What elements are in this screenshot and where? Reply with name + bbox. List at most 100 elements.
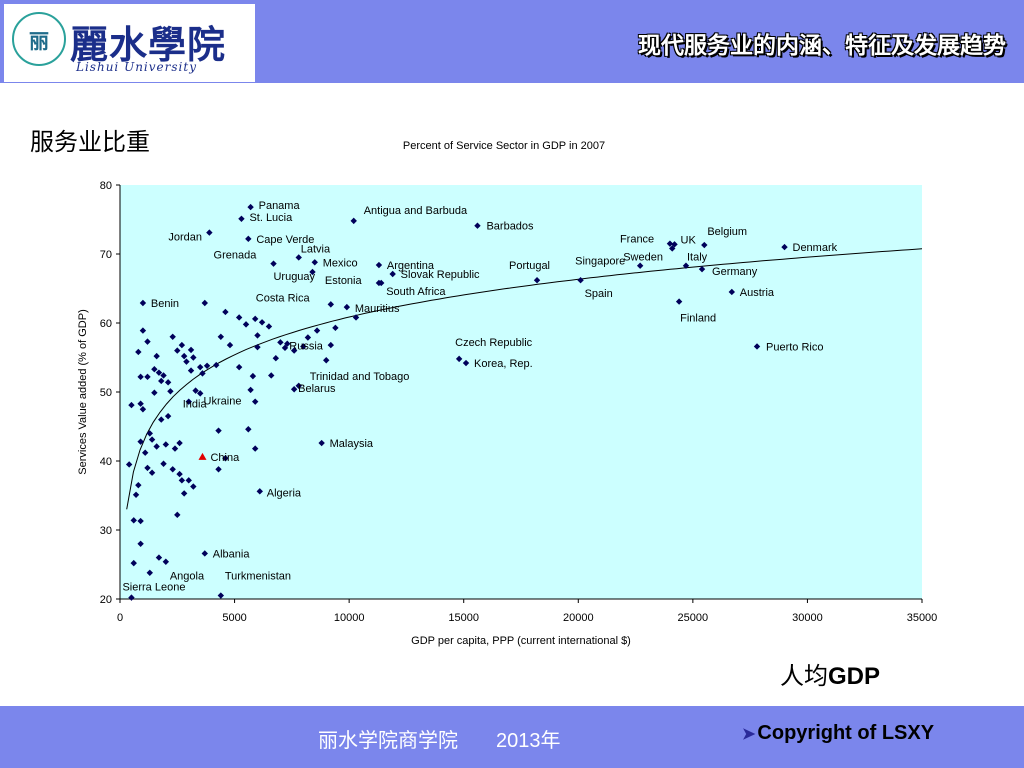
data-point: [215, 466, 222, 473]
x-tick-label: 5000: [222, 612, 246, 624]
data-point: [160, 372, 167, 379]
x-tick-label: 30000: [792, 612, 823, 624]
labeled-point: [327, 301, 335, 308]
data-point: [313, 327, 321, 334]
point-label: Denmark: [793, 242, 838, 254]
data-point: [128, 401, 135, 409]
point-label: Belarus: [298, 383, 336, 395]
data-point: [300, 343, 307, 350]
labeled-point: [669, 245, 676, 252]
point-label: China: [210, 452, 240, 464]
logo-english-name: Lishui University: [76, 60, 197, 74]
scatter-chart: Percent of Service Sector in GDP in 2007…: [77, 140, 938, 647]
data-point: [332, 324, 339, 332]
labeled-point: [270, 260, 277, 267]
labeled-point: [256, 488, 263, 495]
data-point: [139, 406, 147, 413]
data-point: [155, 554, 163, 561]
data-point: [135, 481, 142, 489]
plot-area: [120, 185, 922, 599]
labeled-point: [636, 262, 644, 269]
point-label: Korea, Rep.: [474, 358, 533, 370]
labeled-point: [350, 217, 357, 225]
labeled-point: [671, 241, 678, 248]
university-logo: 丽 麗水學院 Lishui University: [4, 4, 255, 82]
point-label: Mexico: [323, 257, 358, 269]
data-point: [148, 469, 156, 476]
labeled-point: [206, 229, 213, 236]
data-point: [199, 370, 206, 377]
data-point: [254, 332, 261, 339]
data-point: [176, 470, 183, 478]
data-point: [153, 443, 160, 450]
y-tick-label: 40: [100, 456, 112, 468]
labeled-point: [701, 241, 708, 249]
footer-school-name: 丽水学院商学院: [318, 728, 458, 752]
data-point: [144, 373, 151, 381]
data-points: [125, 203, 788, 601]
footer-band: [0, 706, 1024, 768]
point-label: Puerto Rico: [766, 341, 823, 353]
data-point: [167, 388, 174, 395]
y-tick-label: 70: [100, 249, 112, 261]
labeled-point: [185, 398, 192, 405]
labeled-point: [577, 277, 584, 284]
data-point: [125, 461, 133, 468]
data-point: [180, 490, 188, 497]
copyright-note: ➤ Copyright of LSXY: [742, 722, 934, 745]
data-point: [144, 464, 151, 472]
data-point: [137, 540, 144, 547]
data-point: [272, 354, 280, 362]
labeled-point: [698, 265, 706, 273]
footer-year: 2013年: [496, 730, 561, 752]
data-point: [251, 398, 259, 405]
data-point: [169, 333, 176, 340]
labeled-point: [753, 343, 761, 350]
data-point: [164, 412, 172, 420]
data-point: [137, 438, 144, 445]
labeled-point: [201, 550, 208, 557]
point-label: Cape Verde: [256, 234, 314, 246]
labeled-point: [245, 235, 252, 243]
axes: 20 30 40 50 60 70 80 0 5000 10000 15000 20000 25000 3…: [100, 180, 938, 624]
labeled-point: [290, 386, 298, 393]
labeled-point: [474, 222, 481, 229]
data-point: [139, 327, 147, 334]
data-point: [137, 400, 144, 407]
data-point: [169, 466, 176, 473]
point-label: Slovak Republic: [401, 269, 480, 281]
data-point: [160, 460, 167, 467]
data-point: [327, 341, 335, 349]
point-label: Ukraine: [204, 396, 242, 408]
point-label: Latvia: [301, 243, 331, 255]
point-label: France: [620, 234, 654, 246]
data-point: [185, 477, 192, 484]
data-point: [130, 517, 137, 524]
data-point: [277, 339, 284, 346]
point-label: Estonia: [325, 275, 363, 287]
labeled-point: [375, 261, 383, 269]
labeled-point: [389, 270, 396, 278]
point-label: Grenada: [214, 250, 258, 262]
data-point: [197, 363, 204, 371]
labeled-point: [666, 240, 674, 247]
point-label: Austria: [740, 287, 775, 299]
point-label: Turkmenistan: [225, 571, 291, 583]
point-label: Barbados: [486, 221, 534, 233]
data-point: [190, 354, 197, 361]
point-label: Sweden: [623, 251, 663, 263]
data-point: [201, 299, 208, 307]
data-point: [352, 314, 360, 321]
point-label: Mauritius: [355, 303, 400, 315]
data-point: [171, 445, 179, 452]
point-label: Albania: [213, 548, 251, 560]
point-label: UK: [681, 234, 697, 246]
labeled-point: [311, 259, 318, 266]
labeled-point: [318, 439, 325, 447]
data-point: [162, 441, 170, 448]
data-point: [187, 346, 195, 354]
footer-school: 丽水学院商学院 2013年: [318, 724, 561, 753]
data-point: [144, 338, 151, 345]
labeled-point: [247, 203, 254, 211]
